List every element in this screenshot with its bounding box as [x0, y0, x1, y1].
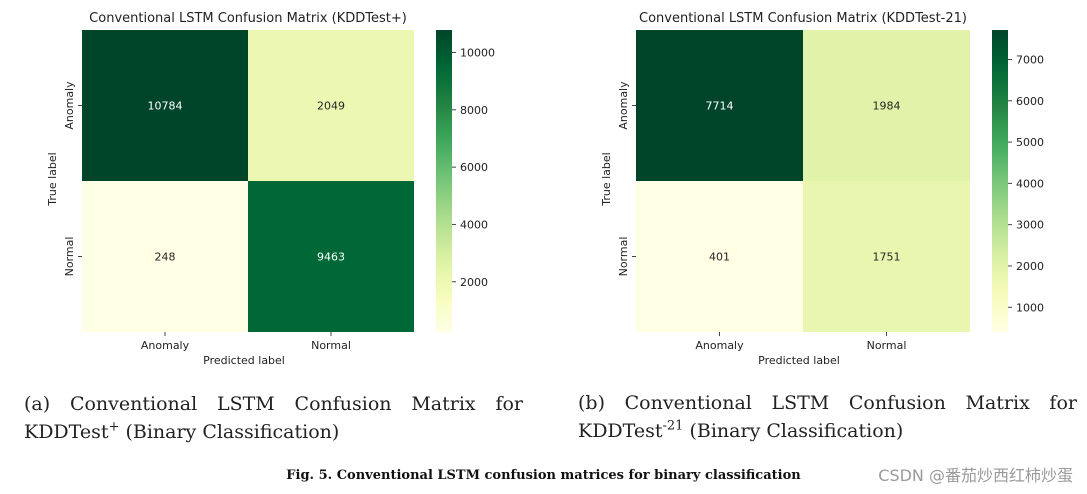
colorbar-tick-label: 8000	[460, 104, 488, 117]
heatmap-cell	[803, 181, 970, 332]
subcaption-b-word: LSTM	[771, 392, 830, 414]
subcaption-a-label: (a)	[24, 393, 51, 415]
subcaption-b-suffix: (Binary Classification)	[683, 420, 904, 442]
heatmap-cell	[248, 181, 414, 332]
colorbar-tick-label: 7000	[1016, 53, 1044, 66]
heatmap-cell	[248, 30, 414, 181]
colorbar-tick-label: 2000	[460, 276, 488, 289]
colorbar-tick-label: 4000	[1016, 177, 1044, 190]
cell-value-label: 1751	[873, 251, 901, 264]
x-axis-label: Predicted label	[203, 354, 285, 367]
subcaption-a-superscript: +	[108, 419, 120, 435]
x-tick-label: Normal	[867, 339, 907, 352]
colorbar	[992, 30, 1008, 332]
colorbar-tick-label: 3000	[1016, 219, 1044, 232]
y-tick-label: Normal	[617, 237, 630, 277]
subcaption-b-word: Conventional	[624, 392, 752, 414]
colorbar-tick-label: 6000	[460, 161, 488, 174]
chart-title: Conventional LSTM Confusion Matrix (KDDT…	[639, 11, 967, 26]
subcaption-a-word: LSTM	[216, 393, 275, 415]
chart-title: Conventional LSTM Confusion Matrix (KDDT…	[89, 11, 407, 26]
cell-value-label: 10784	[148, 100, 183, 113]
y-tick-label: Anomaly	[617, 81, 630, 130]
heatmap-cell	[82, 30, 248, 181]
colorbar-tick-label: 6000	[1016, 95, 1044, 108]
subcaption-b-superscript: -21	[662, 418, 684, 434]
cell-value-label: 9463	[317, 251, 345, 264]
subcaption-a-dataset: KDDTest	[24, 421, 109, 443]
y-axis-label: True label	[46, 152, 59, 206]
cell-value-label: 1984	[873, 100, 901, 113]
subcaption-a-suffix: (Binary Classification)	[119, 421, 340, 443]
subcaption-b-label: (b)	[578, 392, 605, 414]
y-tick-label: Anomaly	[63, 81, 76, 130]
subcaption-b-word: Matrix	[965, 392, 1030, 414]
subcaption-b-dataset: KDDTest	[578, 420, 663, 442]
subcaption-a-word: Matrix	[411, 393, 476, 415]
subcaption-a: (a) Conventional LSTM Confusion Matrix f…	[24, 390, 523, 446]
subcaption-b-word: for	[1049, 392, 1077, 414]
subcaption-b: (b) Conventional LSTM Confusion Matrix f…	[578, 389, 1077, 445]
heatmap-cell	[82, 181, 248, 332]
confusion-matrix-chart-a: Conventional LSTM Confusion Matrix (KDDT…	[46, 11, 495, 367]
subcaption-a-word: for	[495, 393, 523, 415]
cell-value-label: 401	[709, 251, 730, 264]
subcaption-b-word: Confusion	[848, 392, 946, 414]
colorbar	[436, 30, 452, 332]
x-tick-label: Normal	[311, 339, 351, 352]
heatmap-cell	[803, 30, 970, 181]
x-tick-label: Anomaly	[695, 339, 744, 352]
heatmap-cell	[636, 30, 803, 181]
y-tick-label: Normal	[63, 237, 76, 277]
subcaption-a-word: Confusion	[294, 393, 392, 415]
cell-value-label: 2049	[317, 100, 345, 113]
confusion-matrix-chart-b: Conventional LSTM Confusion Matrix (KDDT…	[600, 11, 1044, 367]
colorbar-tick-label: 4000	[460, 218, 488, 231]
colorbar-tick-label: 2000	[1016, 260, 1044, 273]
y-axis-label: True label	[600, 152, 613, 206]
cell-value-label: 248	[155, 251, 176, 264]
watermark: CSDN @番茄炒西红柿炒蛋	[878, 466, 1073, 485]
heatmap-cell	[636, 181, 803, 332]
colorbar-tick-label: 1000	[1016, 301, 1044, 314]
cell-value-label: 7714	[706, 100, 734, 113]
colorbar-tick-label: 5000	[1016, 136, 1044, 149]
x-axis-label: Predicted label	[758, 354, 840, 367]
x-tick-label: Anomaly	[141, 339, 190, 352]
colorbar-tick-label: 10000	[460, 46, 495, 59]
figure-caption: Fig. 5. Conventional LSTM confusion matr…	[286, 468, 801, 483]
subcaption-a-word: Conventional	[69, 393, 198, 415]
